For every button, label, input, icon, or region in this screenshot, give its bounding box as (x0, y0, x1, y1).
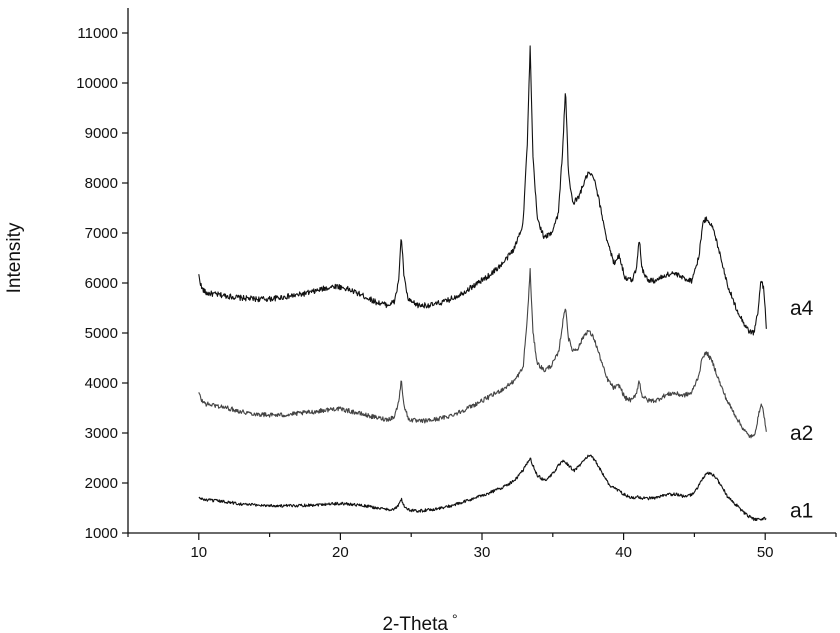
x-ticks: 10 20 30 40 50 (128, 533, 836, 561)
series-label-a2: a2 (790, 422, 813, 445)
y-tick-label: 1000 (85, 525, 118, 542)
series-label-a1: a1 (790, 500, 813, 523)
degree-symbol: ° (452, 611, 458, 627)
y-tick-label: 3000 (85, 425, 118, 442)
y-axis-title: Intensity (4, 222, 25, 293)
x-tick-label: 20 (332, 544, 349, 561)
series-group (199, 46, 767, 521)
series-label-a4: a4 (790, 297, 814, 320)
y-tick-label: 8000 (85, 175, 118, 192)
y-tick-label: 10000 (76, 75, 118, 92)
y-tick-label: 5000 (85, 325, 118, 342)
y-ticks: 1000 2000 3000 4000 5000 6000 7000 8000 9000 1000… (76, 25, 128, 542)
y-tick-label: 4000 (85, 375, 118, 392)
series-labels: a4 a2 a1 (790, 297, 814, 523)
x-axis-title: 2-Theta° (382, 611, 457, 633)
y-tick-label: 2000 (85, 475, 118, 492)
x-tick-label: 40 (615, 544, 632, 561)
series-line-a1 (199, 455, 767, 520)
y-tick-label: 11000 (77, 25, 118, 42)
y-tick-label: 7000 (85, 225, 118, 242)
x-tick-label: 10 (190, 544, 207, 561)
y-tick-label: 6000 (85, 275, 118, 292)
y-tick-label: 9000 (85, 125, 118, 142)
x-tick-label: 30 (474, 544, 491, 561)
axes (128, 8, 836, 533)
series-line-a4 (199, 46, 767, 335)
x-tick-label: 50 (757, 544, 774, 561)
series-line-a2 (199, 269, 767, 438)
